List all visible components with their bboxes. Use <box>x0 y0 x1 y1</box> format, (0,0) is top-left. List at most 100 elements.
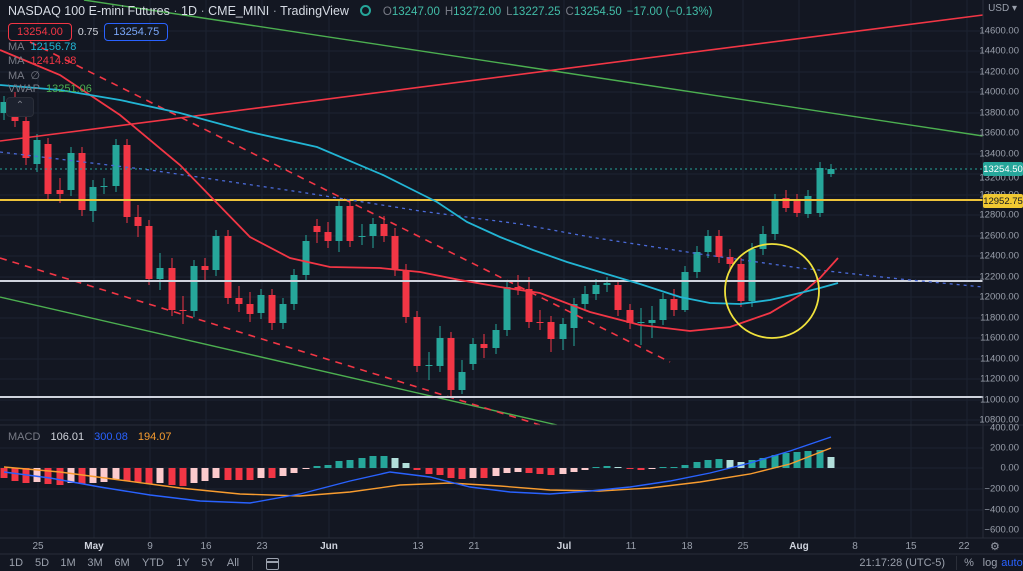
range-button-1m[interactable]: 1M <box>60 557 76 569</box>
green-trendline-lower <box>0 296 558 426</box>
macd-legend[interactable]: MACD 106.01 300.08 194.07 <box>8 431 172 443</box>
symbol-header[interactable]: NASDAQ 100 E-mini Futures · 1D · CME_MIN… <box>8 4 717 18</box>
time-axis-label: 11 <box>625 541 637 552</box>
red-moving-average <box>0 49 839 332</box>
price-axis-label: 13400.00 <box>979 148 1019 160</box>
price-axis-label: 12600.00 <box>979 230 1019 242</box>
gear-icon[interactable]: ⚙ <box>990 541 1000 553</box>
indicator-value: 12414.98 <box>30 55 77 67</box>
indicator-value: 13251.06 <box>46 83 92 95</box>
order-panel: 13254.00 0.75 13254.75 <box>8 23 169 41</box>
time-axis-label: 23 <box>256 541 268 552</box>
indicator-row-ma-2[interactable]: MA ∅ <box>8 70 41 82</box>
price-axis-label: 13600.00 <box>979 127 1019 139</box>
price-axis-label: 14600.00 <box>979 25 1019 37</box>
indicator-row-ma-0[interactable]: MA 12156.78 <box>8 41 77 53</box>
last-price-tag: 13254.50 <box>983 162 1023 176</box>
statusbar-divider <box>956 556 957 570</box>
time-axis-label: 16 <box>200 541 212 552</box>
price-axis-label: 12000.00 <box>979 291 1019 303</box>
time-axis-label: Aug <box>789 541 809 552</box>
price-axis-label: 11600.00 <box>980 332 1019 344</box>
brand-label: TradingView <box>280 4 349 18</box>
candlestick-series <box>0 92 835 396</box>
macd-signal-value: 194.07 <box>137 431 172 443</box>
time-axis-label: Jun <box>320 541 338 552</box>
macd-line-value: 300.08 <box>94 431 128 443</box>
time-axis-label: 15 <box>905 541 917 552</box>
timeframe-label[interactable]: 1D <box>181 4 197 18</box>
price-axis-label: 200.00 <box>989 442 1019 454</box>
price-axis-label: 14200.00 <box>979 66 1019 78</box>
symbol-title[interactable]: NASDAQ 100 E-mini Futures <box>8 4 170 18</box>
macd-name: MACD <box>8 431 41 443</box>
macd-hist-value: 106.01 <box>50 431 85 443</box>
price-axis-label: −400.00 <box>984 504 1019 516</box>
range-button-all[interactable]: All <box>226 557 240 569</box>
macd-signal-line <box>3 447 832 497</box>
indicator-row-vwap-3[interactable]: VWAP 13251.06 <box>8 83 92 95</box>
indicator-value: 12156.78 <box>30 41 77 53</box>
price-axis-label: 0.00 <box>1000 462 1020 474</box>
price-axis-label: 12800.00 <box>979 209 1019 221</box>
auto-scale-button[interactable]: auto <box>1001 557 1023 569</box>
macd-line <box>3 436 832 504</box>
calendar-icon[interactable] <box>266 558 279 570</box>
toolbar-divider <box>252 556 253 570</box>
price-axis-label: 12400.00 <box>979 250 1019 262</box>
market-status-icon <box>360 5 372 17</box>
collapse-legend-button[interactable]: ⌃ <box>6 97 34 117</box>
eye-off-icon[interactable]: ∅ <box>30 70 41 82</box>
red-rising-trendline <box>0 14 984 142</box>
range-button-1d[interactable]: 1D <box>8 557 24 569</box>
price-axis-label: 11400.00 <box>980 353 1019 365</box>
blue-dotted-ma <box>0 151 984 288</box>
price-axis-label: 13800.00 <box>979 107 1019 119</box>
range-button-5d[interactable]: 5D <box>34 557 50 569</box>
range-button-3m[interactable]: 3M <box>87 557 103 569</box>
price-axis-label: −600.00 <box>984 524 1019 536</box>
price-axis-label: 400.00 <box>989 422 1019 434</box>
yellow-annotation-circle[interactable] <box>724 243 820 339</box>
price-axis-label: 12200.00 <box>979 271 1019 283</box>
price-axis-label: −200.00 <box>984 483 1019 495</box>
price-axis-label: 11000.00 <box>980 394 1019 406</box>
price-axis-label: 11800.00 <box>980 312 1019 324</box>
range-button-6m[interactable]: 6M <box>114 557 130 569</box>
time-axis-label: 21 <box>468 541 480 552</box>
price-axis-label: 14400.00 <box>979 45 1019 57</box>
time-axis-label: Jul <box>556 541 572 552</box>
change-readout: −17.00 (−0.13%) <box>626 6 713 18</box>
time-axis-label: 8 <box>852 541 858 552</box>
percent-scale-button[interactable]: % <box>964 557 974 569</box>
spread-value: 0.75 <box>77 26 99 38</box>
clock-label[interactable]: 21:17:28 (UTC-5) <box>859 557 945 569</box>
sell-button[interactable]: 13254.00 <box>8 23 72 41</box>
price-axis-label: 14000.00 <box>979 86 1019 98</box>
indicator-row-ma-1[interactable]: MA 12414.98 <box>8 55 77 67</box>
price-axis-label: 10800.00 <box>979 414 1019 426</box>
alert-price-tag: 12952.75 <box>983 194 1023 208</box>
range-button-1y[interactable]: 1Y <box>176 557 190 569</box>
time-axis-label: 9 <box>147 541 153 552</box>
price-axis-label: 11200.00 <box>980 373 1019 385</box>
cyan-moving-average <box>0 84 839 305</box>
range-button-5y[interactable]: 5Y <box>201 557 215 569</box>
currency-selector[interactable]: USD ▾ <box>988 3 1017 14</box>
chevron-down-icon: ▾ <box>1011 3 1017 14</box>
red-dashed-trendline-steep <box>29 41 671 363</box>
buy-button[interactable]: 13254.75 <box>104 23 169 41</box>
time-axis-label: 13 <box>412 541 424 552</box>
time-axis-label: 22 <box>958 541 970 552</box>
time-axis-label: 18 <box>681 541 693 552</box>
green-trendline-upper <box>83 0 984 137</box>
range-button-ytd[interactable]: YTD <box>142 557 164 569</box>
log-scale-button[interactable]: log <box>982 557 998 569</box>
exchange-label: CME_MINI <box>208 4 270 18</box>
time-axis-label: May <box>84 541 104 552</box>
time-axis-label: 25 <box>737 541 749 552</box>
time-axis-label: 25 <box>32 541 44 552</box>
